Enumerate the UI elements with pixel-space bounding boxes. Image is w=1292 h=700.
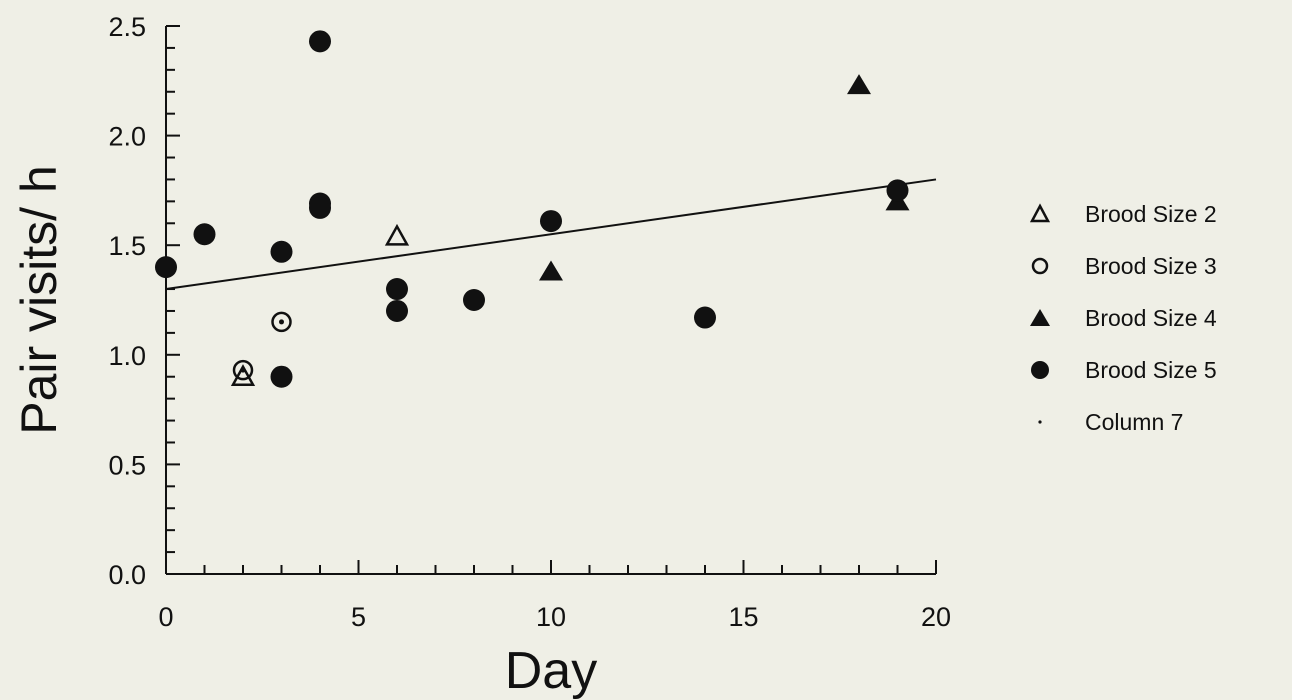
point-brood-size-5 bbox=[694, 306, 716, 329]
data-points bbox=[155, 30, 910, 388]
legend-label: Column 7 bbox=[1085, 409, 1183, 435]
point-brood-size-5 bbox=[270, 365, 293, 388]
regression-line bbox=[165, 178, 937, 291]
legend: Brood Size 2 Brood Size 3 Brood Size 4 Broo… bbox=[1029, 201, 1217, 435]
y-tick-label: 2.0 bbox=[108, 122, 146, 152]
legend-item-brood-size-5: Brood Size 5 bbox=[1031, 357, 1217, 383]
legend-item-brood-size-3: Brood Size 3 bbox=[1031, 253, 1217, 279]
y-tick-label: 1.0 bbox=[108, 341, 146, 371]
legend-marker bbox=[1030, 309, 1050, 326]
x-tick-label: 10 bbox=[536, 602, 566, 632]
point-brood-size-5 bbox=[155, 256, 177, 279]
legend-item-column-7: Column 7 bbox=[1038, 409, 1183, 435]
legend-label: Brood Size 3 bbox=[1085, 253, 1217, 279]
point-brood-size-5 bbox=[463, 289, 485, 311]
point-brood-size-5 bbox=[886, 179, 909, 202]
y-tick-label: 2.5 bbox=[108, 12, 146, 42]
legend-marker bbox=[1031, 361, 1049, 379]
axes: 0 5 10 15 20 0.0 0.5 1.0 1.5 2.0 2.5 bbox=[108, 12, 951, 632]
open-circle-center bbox=[279, 319, 284, 325]
x-tick-label: 5 bbox=[351, 602, 366, 632]
regression-line-group bbox=[165, 178, 937, 291]
point-brood-size-4 bbox=[539, 260, 563, 281]
legend-marker bbox=[1031, 257, 1049, 275]
y-axis-title: Pair visits/ h bbox=[11, 165, 67, 435]
legend-item-brood-size-2: Brood Size 2 bbox=[1029, 201, 1217, 227]
point-brood-size-3 bbox=[271, 311, 292, 333]
x-axis-title: Day bbox=[505, 642, 597, 700]
open-circle-ring bbox=[271, 311, 292, 333]
legend-marker bbox=[1029, 203, 1051, 223]
legend-label: Brood Size 4 bbox=[1085, 305, 1217, 331]
open-circle-center bbox=[240, 367, 246, 373]
x-tick-label: 15 bbox=[728, 602, 758, 632]
x-tick-label: 20 bbox=[921, 602, 951, 632]
y-tick-label: 0.5 bbox=[108, 450, 146, 480]
point-brood-size-2 bbox=[230, 364, 256, 386]
point-brood-size-4 bbox=[847, 74, 871, 95]
point-brood-size-5 bbox=[193, 223, 216, 246]
legend-marker bbox=[1038, 420, 1042, 424]
point-brood-size-2 bbox=[384, 223, 410, 246]
legend-item-brood-size-4: Brood Size 4 bbox=[1030, 305, 1217, 331]
legend-label: Brood Size 2 bbox=[1085, 201, 1217, 227]
point-brood-size-5 bbox=[540, 210, 562, 233]
legend-label: Brood Size 5 bbox=[1085, 357, 1217, 383]
point-brood-size-5 bbox=[309, 196, 331, 219]
open-circle-ring bbox=[232, 359, 254, 381]
point-brood-size-5 bbox=[309, 30, 331, 53]
point-brood-size-5 bbox=[386, 299, 408, 322]
point-brood-size-5 bbox=[270, 240, 293, 263]
point-brood-size-3 bbox=[232, 359, 254, 381]
y-tick-label: 0.0 bbox=[108, 560, 146, 590]
point-brood-size-5 bbox=[386, 278, 408, 301]
y-tick-label: 1.5 bbox=[108, 231, 146, 261]
x-tick-label: 0 bbox=[158, 602, 173, 632]
